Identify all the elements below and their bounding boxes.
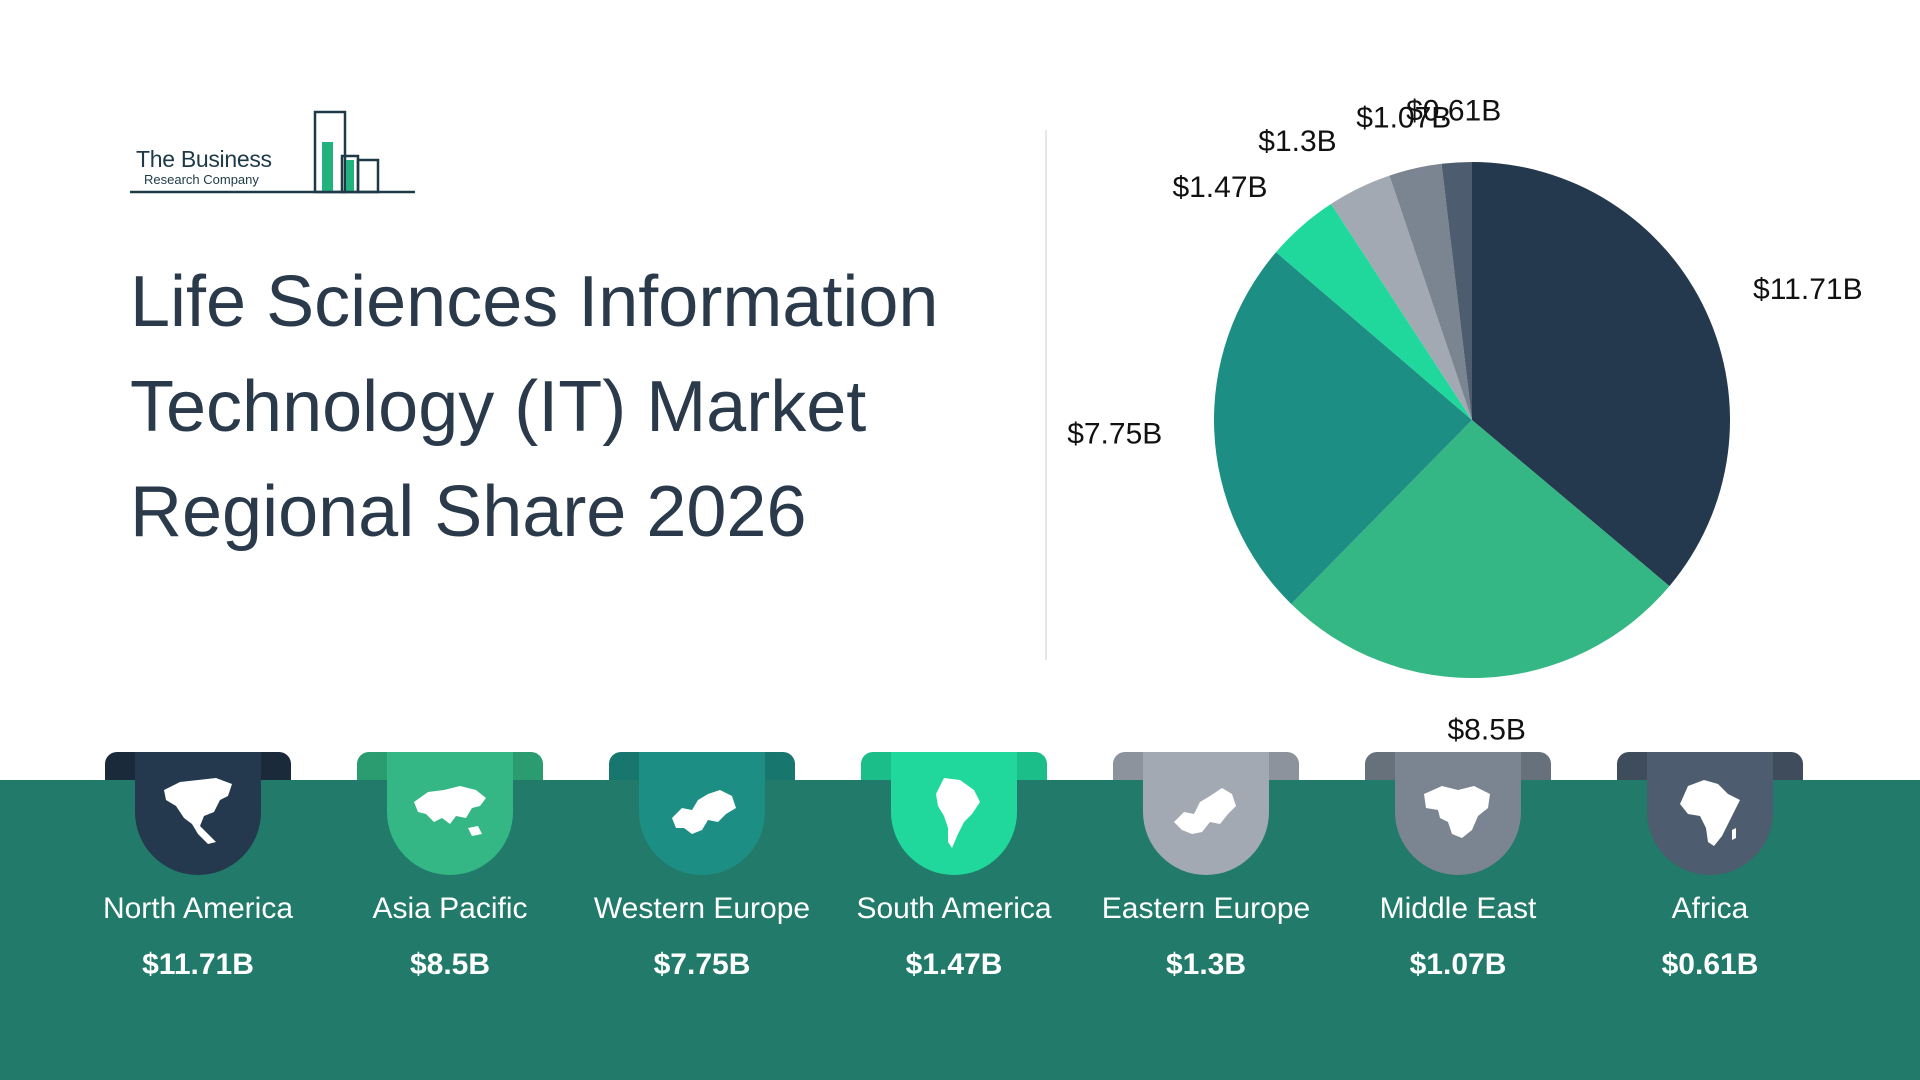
- region-name: Western Europe: [593, 892, 811, 925]
- region-value: $1.3B: [1165, 948, 1247, 981]
- asia-map-icon: [414, 786, 486, 836]
- western-europe-map-icon: [672, 790, 736, 834]
- region-name: North America: [102, 892, 294, 925]
- region-name: Middle East: [1379, 892, 1537, 925]
- pie-slice-north-america: [1472, 162, 1730, 587]
- pie-slice-eastern-europe: [1331, 175, 1472, 420]
- region-value: $8.5B: [409, 948, 491, 981]
- region-card-south-america: South America $1.47B: [856, 752, 1052, 1002]
- vertical-divider: [1045, 130, 1047, 660]
- region-badge: [387, 752, 513, 875]
- pie-label-north-america: $11.71B: [1753, 273, 1863, 306]
- region-badge: [1395, 752, 1521, 875]
- region-badge: [1143, 752, 1269, 875]
- region-name: Africa: [1671, 892, 1749, 925]
- logo-name: The Business: [136, 146, 272, 172]
- north-america-map-icon: [164, 778, 232, 844]
- south-america-map-icon: [936, 778, 980, 848]
- pie-label-south-america: $1.47B: [1172, 171, 1267, 204]
- region-value: $0.61B: [1661, 948, 1759, 981]
- africa-map-icon: [1680, 780, 1740, 846]
- region-card-western-europe: Western Europe $7.75B: [594, 752, 810, 1002]
- eastern-europe-map-icon: [1174, 788, 1236, 834]
- region-badge: [135, 752, 261, 875]
- middle-east-map-icon: [1424, 786, 1490, 838]
- pie-slice-south-america: [1276, 203, 1472, 420]
- region-value: $1.47B: [905, 948, 1003, 981]
- region-value: $7.75B: [653, 948, 751, 981]
- region-badge: [1647, 752, 1773, 875]
- company-logo: The Business Research Company: [130, 108, 430, 198]
- region-name: Asia Pacific: [372, 892, 528, 925]
- region-value: $1.07B: [1409, 948, 1507, 981]
- pie-label-africa: $0.61B: [1406, 95, 1501, 128]
- region-name: Eastern Europe: [1101, 892, 1311, 925]
- pie-label-eastern-europe: $1.3B: [1258, 125, 1336, 158]
- logo-subtitle: Research Company: [144, 172, 259, 187]
- pie-slice-middle-east: [1389, 163, 1472, 421]
- region-value: $11.71B: [142, 948, 254, 981]
- pie-label-asia-pacific: $8.5B: [1448, 714, 1526, 747]
- region-badge: [639, 752, 765, 875]
- logo-buildings-icon: [130, 110, 415, 194]
- region-card-middle-east: Middle East $1.07B: [1365, 752, 1551, 1002]
- region-card-asia-pacific: Asia Pacific $8.5B: [357, 752, 543, 1002]
- pie-slice-africa: [1441, 162, 1472, 420]
- region-card-north-america: North America $11.71B: [103, 752, 293, 1002]
- region-card-africa: Africa $0.61B: [1617, 752, 1803, 1002]
- page-title: Life Sciences Information Technology (IT…: [130, 262, 939, 552]
- pie-slice-asia-pacific: [1291, 420, 1670, 679]
- pie-slice-western-europe: [1214, 252, 1472, 605]
- region-badge: [891, 752, 1017, 875]
- region-name: South America: [856, 892, 1052, 925]
- pie-label-western-europe: $7.75B: [1067, 417, 1162, 450]
- pie-chart: $11.71B $8.5B $7.75B $1.47B $1.3B $1.07B$0.61…: [1067, 95, 1863, 747]
- region-card-eastern-europe: Eastern Europe $1.3B: [1102, 752, 1310, 1002]
- pie-label-middle-east: $1.07B: [1356, 102, 1451, 135]
